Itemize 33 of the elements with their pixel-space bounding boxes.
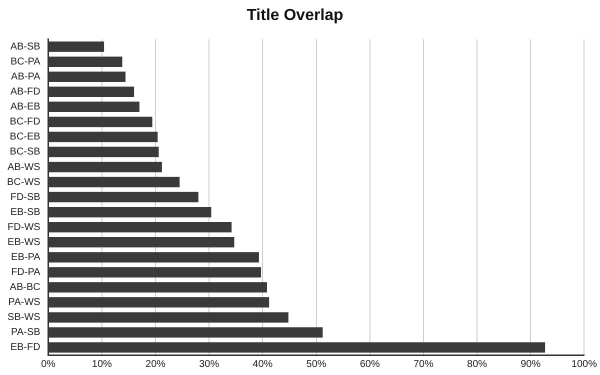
y-tick-label: FD-SB (10, 192, 41, 203)
x-tick-label: 10% (92, 358, 112, 370)
y-tick-label: EB-FD (10, 342, 40, 354)
x-tick-label: 50% (306, 358, 326, 370)
y-tick-label: SB-WS (8, 312, 41, 324)
x-tick-label: 100% (571, 358, 598, 370)
y-tick-label: AB-EB (10, 102, 41, 113)
y-tick-label: BC-SB (10, 146, 41, 158)
x-tick-label: 40% (252, 358, 273, 370)
y-tick-label: BC-EB (10, 132, 41, 143)
x-tick-label: 90% (520, 358, 541, 370)
x-tick-label: 70% (413, 358, 434, 370)
x-tick-label: 20% (146, 358, 166, 370)
x-tick-label: 0% (41, 358, 56, 370)
y-tick-label: BC-FD (10, 116, 40, 128)
y-tick-label: EB-SB (10, 206, 41, 218)
x-tick-label: 60% (360, 358, 380, 370)
y-tick-label: EB-PA (11, 252, 41, 263)
y-tick-label: PA-SB (11, 327, 41, 338)
y-tick-label: PA-WS (8, 297, 41, 308)
y-tick-label: AB-BC (10, 282, 40, 294)
y-tick-label: FD-PA (11, 267, 41, 278)
y-tick-label: BC-PA (10, 56, 41, 68)
y-tick-label: BC-WS (6, 176, 41, 188)
y-tick-label: EB-WS (8, 236, 41, 248)
y-tick-label: AB-SB (10, 41, 41, 52)
x-tick-label: 80% (467, 358, 488, 370)
y-tick-label: FD-WS (8, 222, 41, 233)
y-tick-label: AB-PA (11, 72, 41, 83)
x-tick-label: 30% (199, 358, 220, 370)
y-tick-label: AB-FD (10, 86, 40, 98)
chart-title: Title Overlap (246, 7, 344, 24)
y-tick-label: AB-WS (8, 162, 41, 173)
